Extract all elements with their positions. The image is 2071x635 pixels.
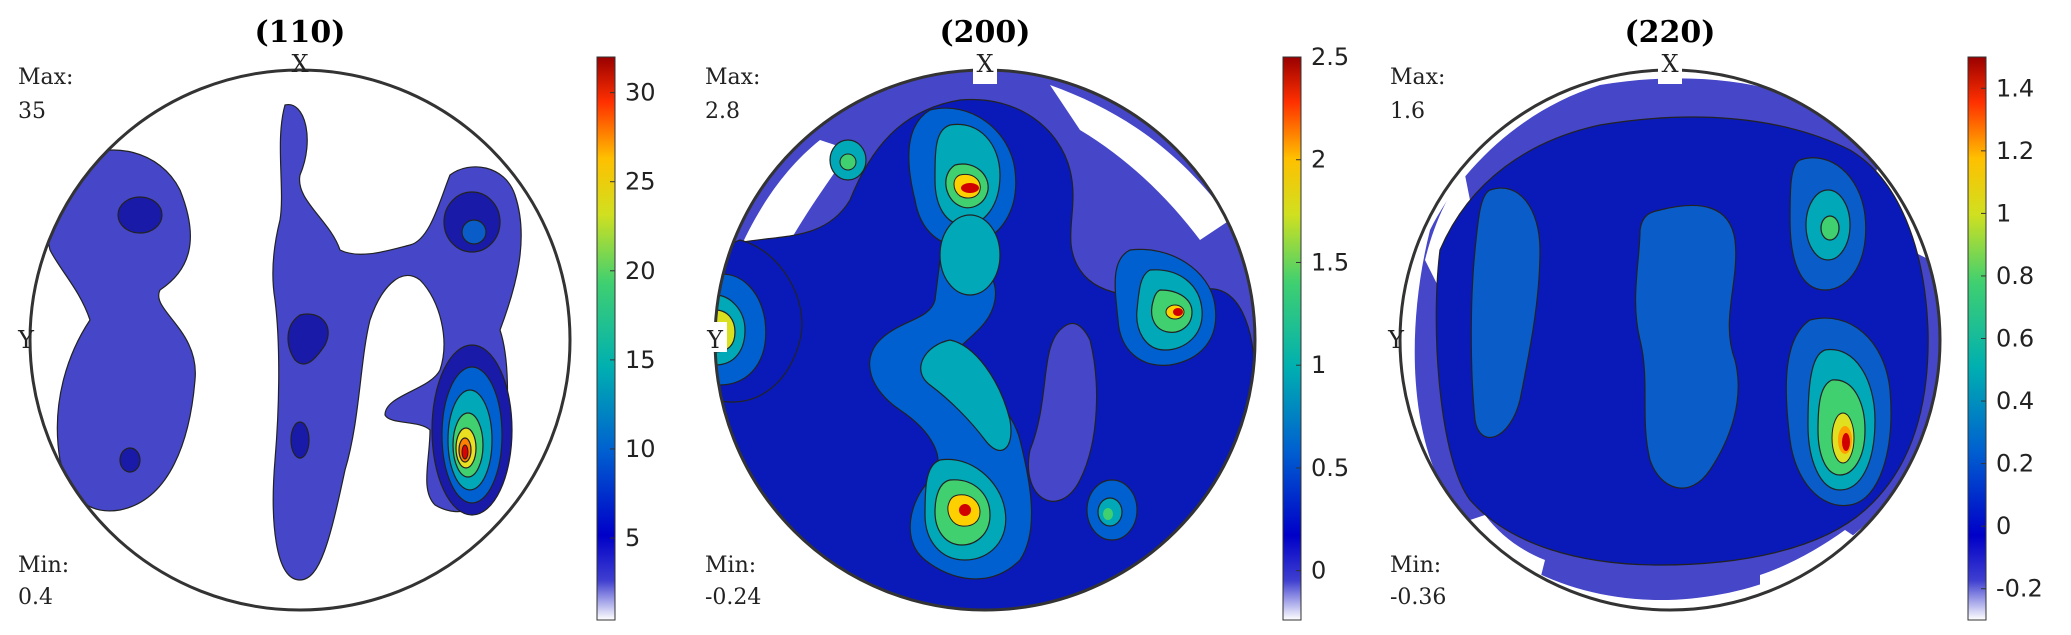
colorbar-tick-label: 25 [625,168,656,196]
min-value: -0.24 [705,585,761,610]
contour-field [715,70,1255,610]
colorbar-tick-label: 2 [1311,146,1326,174]
panel-title: (220) [1624,15,1715,50]
pole-figure-boundary [28,68,572,612]
panel-title: (200) [939,15,1030,50]
min-label: Min: [705,553,756,578]
colorbar: 0 0.5 1 1.5 2 2.5 [1282,43,1349,621]
min-value: 0.4 [18,585,53,610]
panel-220: (220) Max: 1.6 Min: -0.36 [1387,15,2043,621]
min-value: -0.36 [1390,585,1446,610]
max-label: Max: [1390,65,1445,90]
colorbar: 5 10 15 20 25 30 [596,56,656,621]
colorbar-tick-label: 0.8 [1996,262,2034,290]
colorbar-ticks: 5 10 15 20 25 30 [610,79,656,552]
max-label: Max: [705,65,760,90]
contour-field [30,70,570,610]
colorbar-tick-label: 0.2 [1996,450,2034,478]
axis-label-x: X [976,50,993,78]
axis-label-x: X [1661,50,1678,78]
panel-title: (110) [254,15,345,50]
axis-label-y: Y [17,326,35,354]
contour-field [1400,70,1940,610]
colorbar-tick-label: 10 [625,435,656,463]
colorbar: -0.2 0 0.2 0.4 0.6 0.8 1 1.2 1.4 [1967,56,2043,621]
min-label: Min: [1390,553,1441,578]
colorbar-tick-label: 1.5 [1311,248,1349,276]
axis-label-y: Y [706,326,724,354]
colorbar-tick-label: 30 [625,79,656,107]
colorbar-tick-label: 2.5 [1311,43,1349,71]
colorbar-tick-label: -0.2 [1996,575,2043,603]
max-value: 2.8 [705,99,740,124]
colorbar-tick-label: 1 [1311,351,1326,379]
colorbar-tick-label: 1.4 [1996,74,2034,102]
max-value: 1.6 [1390,99,1425,124]
colorbar-ticks: 0 0.5 1 1.5 2 2.5 [1296,43,1349,585]
colorbar-tick-label: 1 [1996,199,2011,227]
colorbar-tick-label: 0.6 [1996,325,2034,353]
panel-110: (110) Max: 35 Min: 0.4 X Y [17,15,656,621]
colorbar-tick-label: 0 [1311,557,1326,585]
max-value: 35 [18,99,46,124]
panel-200: (200) Max: 2.8 Min: -0.24 [703,15,1349,621]
colorbar-tick-label: 15 [625,346,656,374]
axis-label-x: X [291,50,308,78]
colorbar-tick-label: 1.2 [1996,137,2034,165]
colorbar-tick-label: 0.5 [1311,454,1349,482]
max-label: Max: [18,65,73,90]
colorbar-tick-label: 0.4 [1996,387,2034,415]
colorbar-tick-label: 20 [625,257,656,285]
colorbar-tick-label: 0 [1996,512,2011,540]
min-label: Min: [18,553,69,578]
axis-label-y: Y [1387,326,1405,354]
colorbar-tick-label: 5 [625,524,640,552]
colorbar-ticks: -0.2 0 0.2 0.4 0.6 0.8 1 1.2 1.4 [1981,74,2043,603]
